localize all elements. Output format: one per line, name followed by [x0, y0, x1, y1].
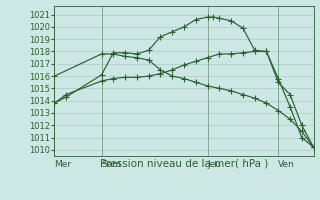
Text: Jeu: Jeu — [208, 160, 221, 169]
Text: Mer: Mer — [54, 160, 72, 169]
Text: Sam: Sam — [101, 160, 122, 169]
Text: Ven: Ven — [278, 160, 295, 169]
X-axis label: Pression niveau de la mer( hPa ): Pression niveau de la mer( hPa ) — [100, 159, 268, 169]
